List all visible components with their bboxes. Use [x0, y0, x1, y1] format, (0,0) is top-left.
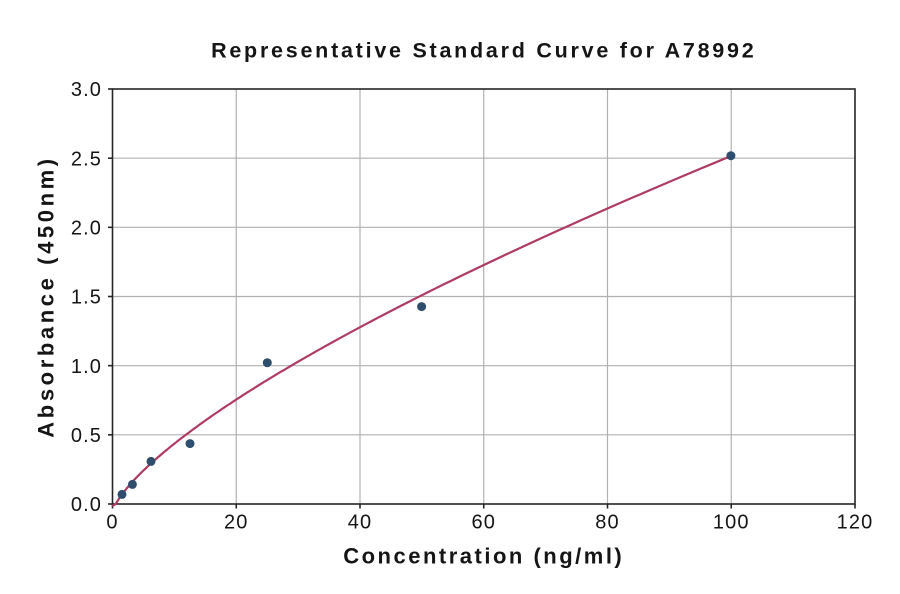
svg-text:100: 100 — [713, 512, 750, 534]
svg-text:80: 80 — [595, 512, 619, 534]
svg-text:1.5: 1.5 — [71, 287, 102, 309]
svg-text:0.0: 0.0 — [71, 494, 102, 516]
svg-text:2.0: 2.0 — [71, 218, 102, 240]
svg-text:2.5: 2.5 — [71, 148, 102, 170]
svg-text:0: 0 — [106, 512, 118, 534]
svg-text:3.0: 3.0 — [71, 79, 102, 101]
svg-text:1.0: 1.0 — [71, 356, 102, 378]
svg-text:40: 40 — [348, 512, 372, 534]
svg-text:0.5: 0.5 — [71, 425, 102, 447]
svg-text:60: 60 — [472, 512, 496, 534]
svg-text:Concentration (ng/ml): Concentration (ng/ml) — [343, 544, 624, 569]
svg-text:20: 20 — [224, 512, 248, 534]
svg-text:Representative Standard Curve: Representative Standard Curve for A78992 — [211, 39, 756, 63]
svg-text:Absorbance (450nm): Absorbance (450nm) — [34, 155, 59, 437]
svg-text:120: 120 — [837, 512, 874, 534]
